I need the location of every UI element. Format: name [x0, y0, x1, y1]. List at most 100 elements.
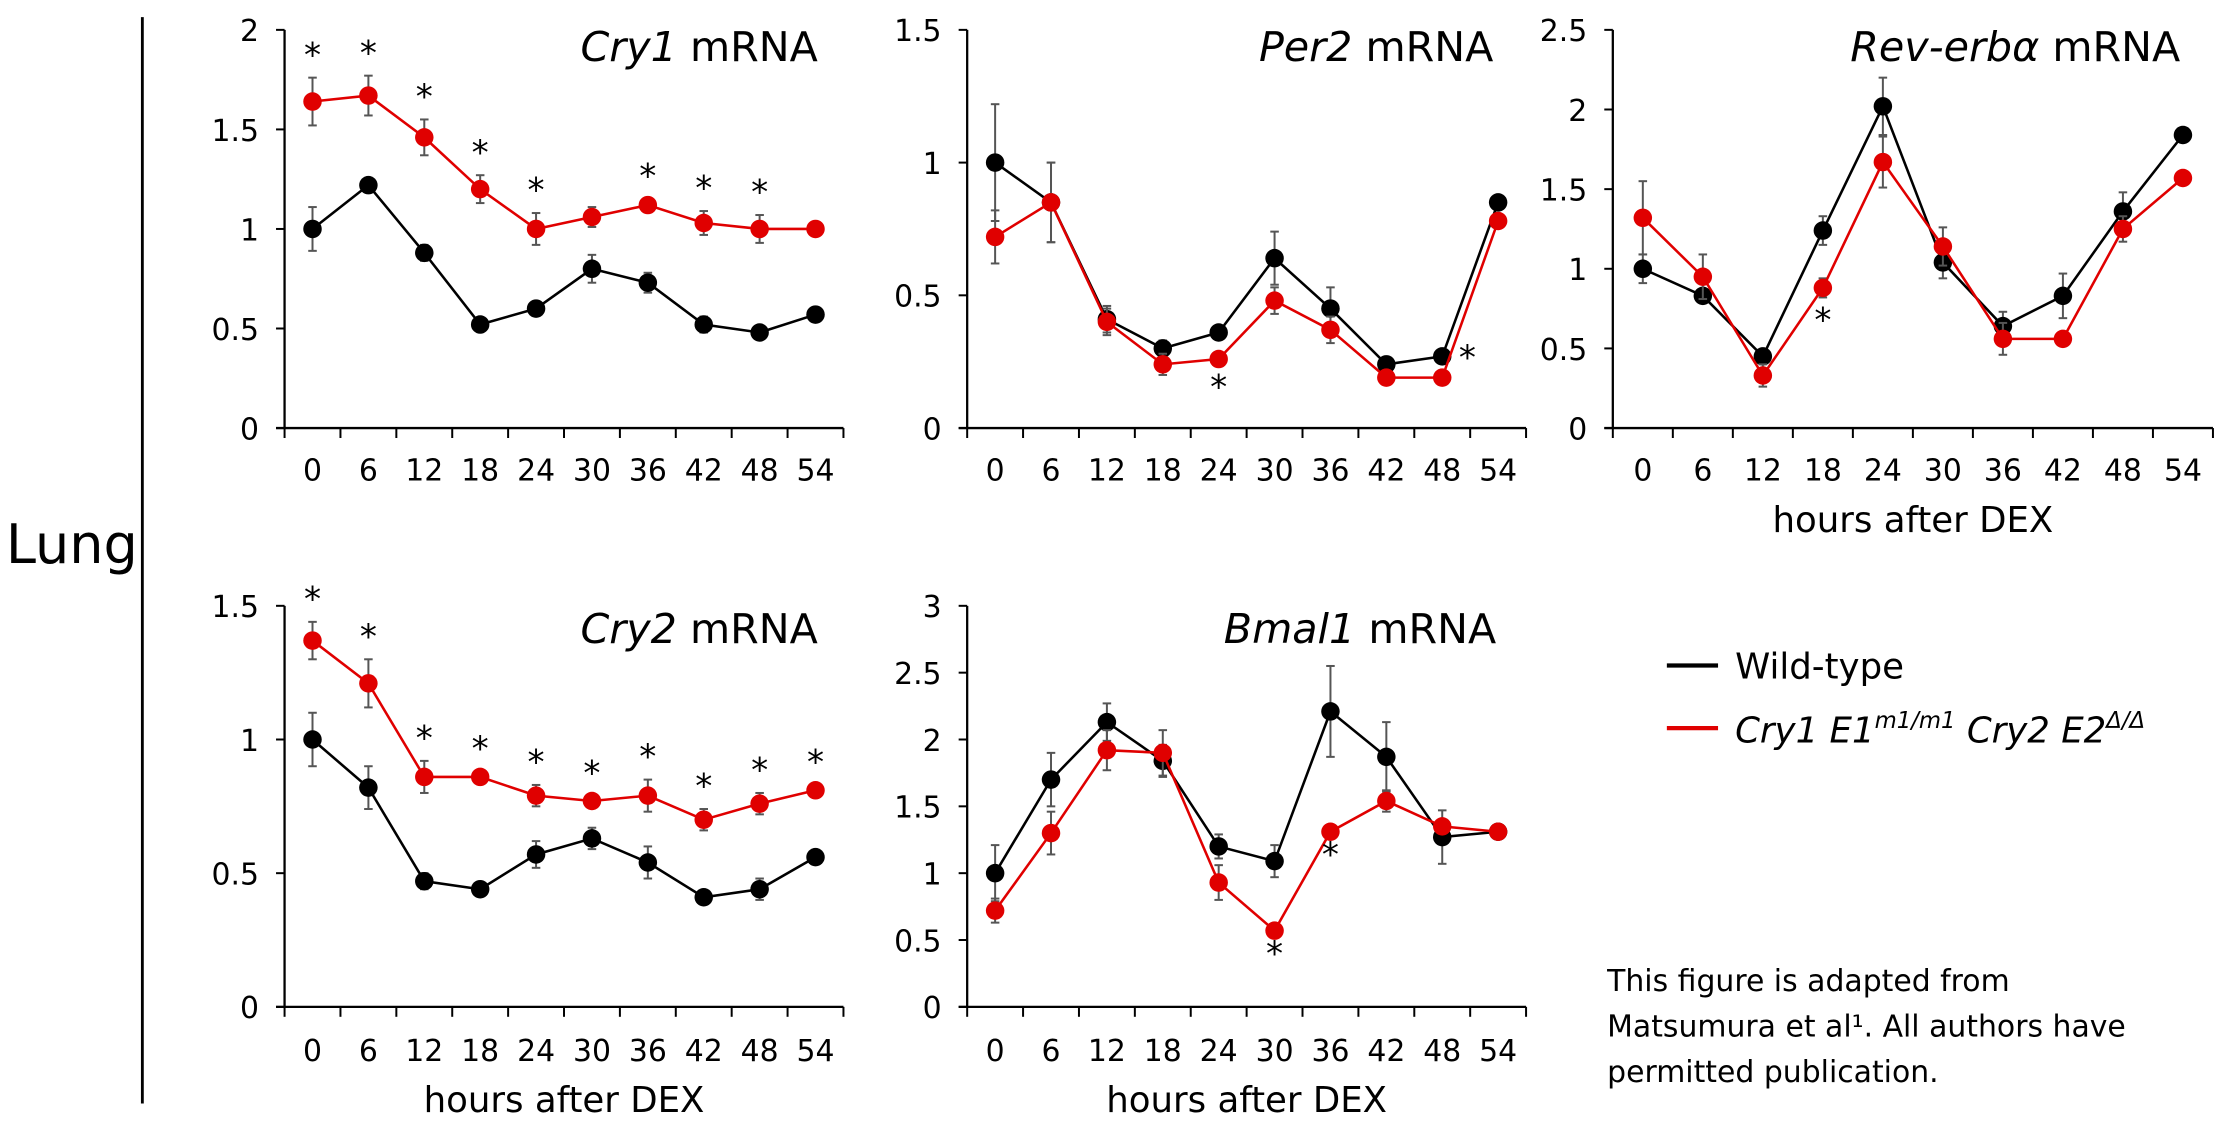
significance-asterisk: * [416, 77, 433, 117]
chart-title: Bmal1 mRNA [1224, 605, 1496, 653]
data-point [1488, 193, 1508, 212]
data-point [470, 767, 490, 787]
data-point [1753, 347, 1773, 366]
data-point [694, 213, 713, 233]
legend-label: Wild-type [1735, 646, 1904, 687]
data-point [806, 847, 825, 867]
data-point [694, 810, 713, 829]
x-tick-label: 42 [1367, 454, 1405, 489]
data-point [750, 879, 769, 899]
chart-title-gene: Cry2 [580, 605, 676, 653]
significance-asterisk: * [304, 35, 321, 75]
data-point [303, 631, 322, 650]
data-point [1153, 339, 1173, 358]
y-tick-label: 0 [240, 412, 259, 447]
data-point [638, 195, 658, 215]
data-point [415, 128, 434, 147]
data-point [1813, 221, 1833, 240]
chart-title-gene: Per2 [1259, 23, 1352, 71]
data-point [1321, 320, 1340, 340]
data-point [1265, 851, 1284, 871]
data-point [359, 86, 378, 105]
x-tick-label: 0 [303, 454, 322, 489]
chart-title: Rev-erbα mRNA [1850, 23, 2180, 71]
significance-asterisk: * [751, 173, 768, 213]
x-tick-label: 18 [461, 1034, 499, 1069]
data-point [638, 853, 658, 872]
x-tick-label: 30 [1924, 454, 1962, 489]
x-tick-label: 18 [1804, 454, 1842, 489]
series-wild-type [985, 103, 1508, 374]
data-point [1377, 791, 1396, 811]
series-wild-type [303, 711, 825, 907]
x-tick-label: 24 [517, 1034, 555, 1069]
x-tick-label: 18 [1144, 1034, 1182, 1069]
x-tick-label: 24 [1864, 454, 1902, 489]
data-point [694, 315, 713, 334]
data-point [1097, 712, 1117, 732]
y-tick-label: 1.5 [211, 114, 259, 149]
data-point [1753, 366, 1773, 385]
x-tick-label: 6 [1693, 454, 1712, 489]
significance-asterisk: * [1459, 338, 1476, 378]
x-tick-label: 24 [1200, 454, 1238, 489]
data-point [1933, 237, 1953, 256]
data-point [694, 887, 713, 907]
legend-label-superscript: m1/m1 [1875, 708, 1956, 734]
data-point [806, 781, 825, 800]
data-point [1432, 368, 1452, 387]
significance-asterisk: * [751, 751, 768, 791]
significance-asterisk: * [416, 719, 433, 759]
data-point [2053, 329, 2073, 349]
x-tick-label: 0 [303, 1034, 322, 1069]
data-point [1265, 921, 1284, 940]
data-point [526, 786, 546, 805]
data-point [806, 219, 825, 239]
data-point [638, 273, 658, 292]
significance-asterisk: * [472, 729, 489, 769]
y-tick-label: 2 [923, 724, 942, 759]
x-tick-label: 12 [1088, 454, 1126, 489]
x-tick-label: 12 [1088, 1034, 1126, 1069]
series-line [994, 709, 1499, 874]
series-mutant [303, 620, 825, 832]
x-tick-label: 24 [1200, 1034, 1238, 1069]
data-point [359, 674, 378, 693]
data-point [1321, 299, 1340, 318]
data-point [1321, 702, 1340, 721]
y-tick-label: 1.5 [894, 14, 942, 49]
x-tick-label: 12 [1744, 454, 1782, 489]
data-point [2113, 202, 2133, 221]
data-point [526, 299, 546, 318]
series-wild-type [303, 175, 825, 342]
data-point [1041, 193, 1061, 212]
x-tick-label: 48 [1423, 1034, 1461, 1069]
significance-asterisk: * [1322, 835, 1339, 875]
chart-title-gene: Bmal1 [1224, 605, 1355, 653]
y-tick-label: 2.5 [1540, 14, 1588, 49]
x-tick-label: 36 [629, 1034, 667, 1069]
significance-asterisk: * [304, 579, 321, 619]
significance-asterisk: * [1266, 934, 1283, 974]
note-line: permitted publication. [1607, 1055, 1939, 1090]
data-point [1873, 152, 1893, 172]
data-point [1633, 208, 1653, 228]
significance-asterisk: * [528, 743, 545, 783]
data-point [1377, 747, 1396, 767]
significance-asterisk: * [807, 743, 824, 783]
data-point [1209, 323, 1228, 342]
data-point [750, 219, 769, 239]
data-point [1097, 740, 1117, 760]
y-tick-label: 2.5 [894, 657, 942, 692]
x-tick-label: 54 [2164, 454, 2202, 489]
side-label: Lung [6, 513, 138, 576]
data-point [750, 323, 769, 342]
x-tick-label: 18 [1144, 454, 1182, 489]
chart-title-gene: Cry1 [580, 23, 676, 71]
data-point [359, 778, 378, 797]
x-tick-label: 42 [685, 1034, 723, 1069]
data-point [582, 207, 602, 227]
x-tick-label: 6 [1042, 454, 1061, 489]
